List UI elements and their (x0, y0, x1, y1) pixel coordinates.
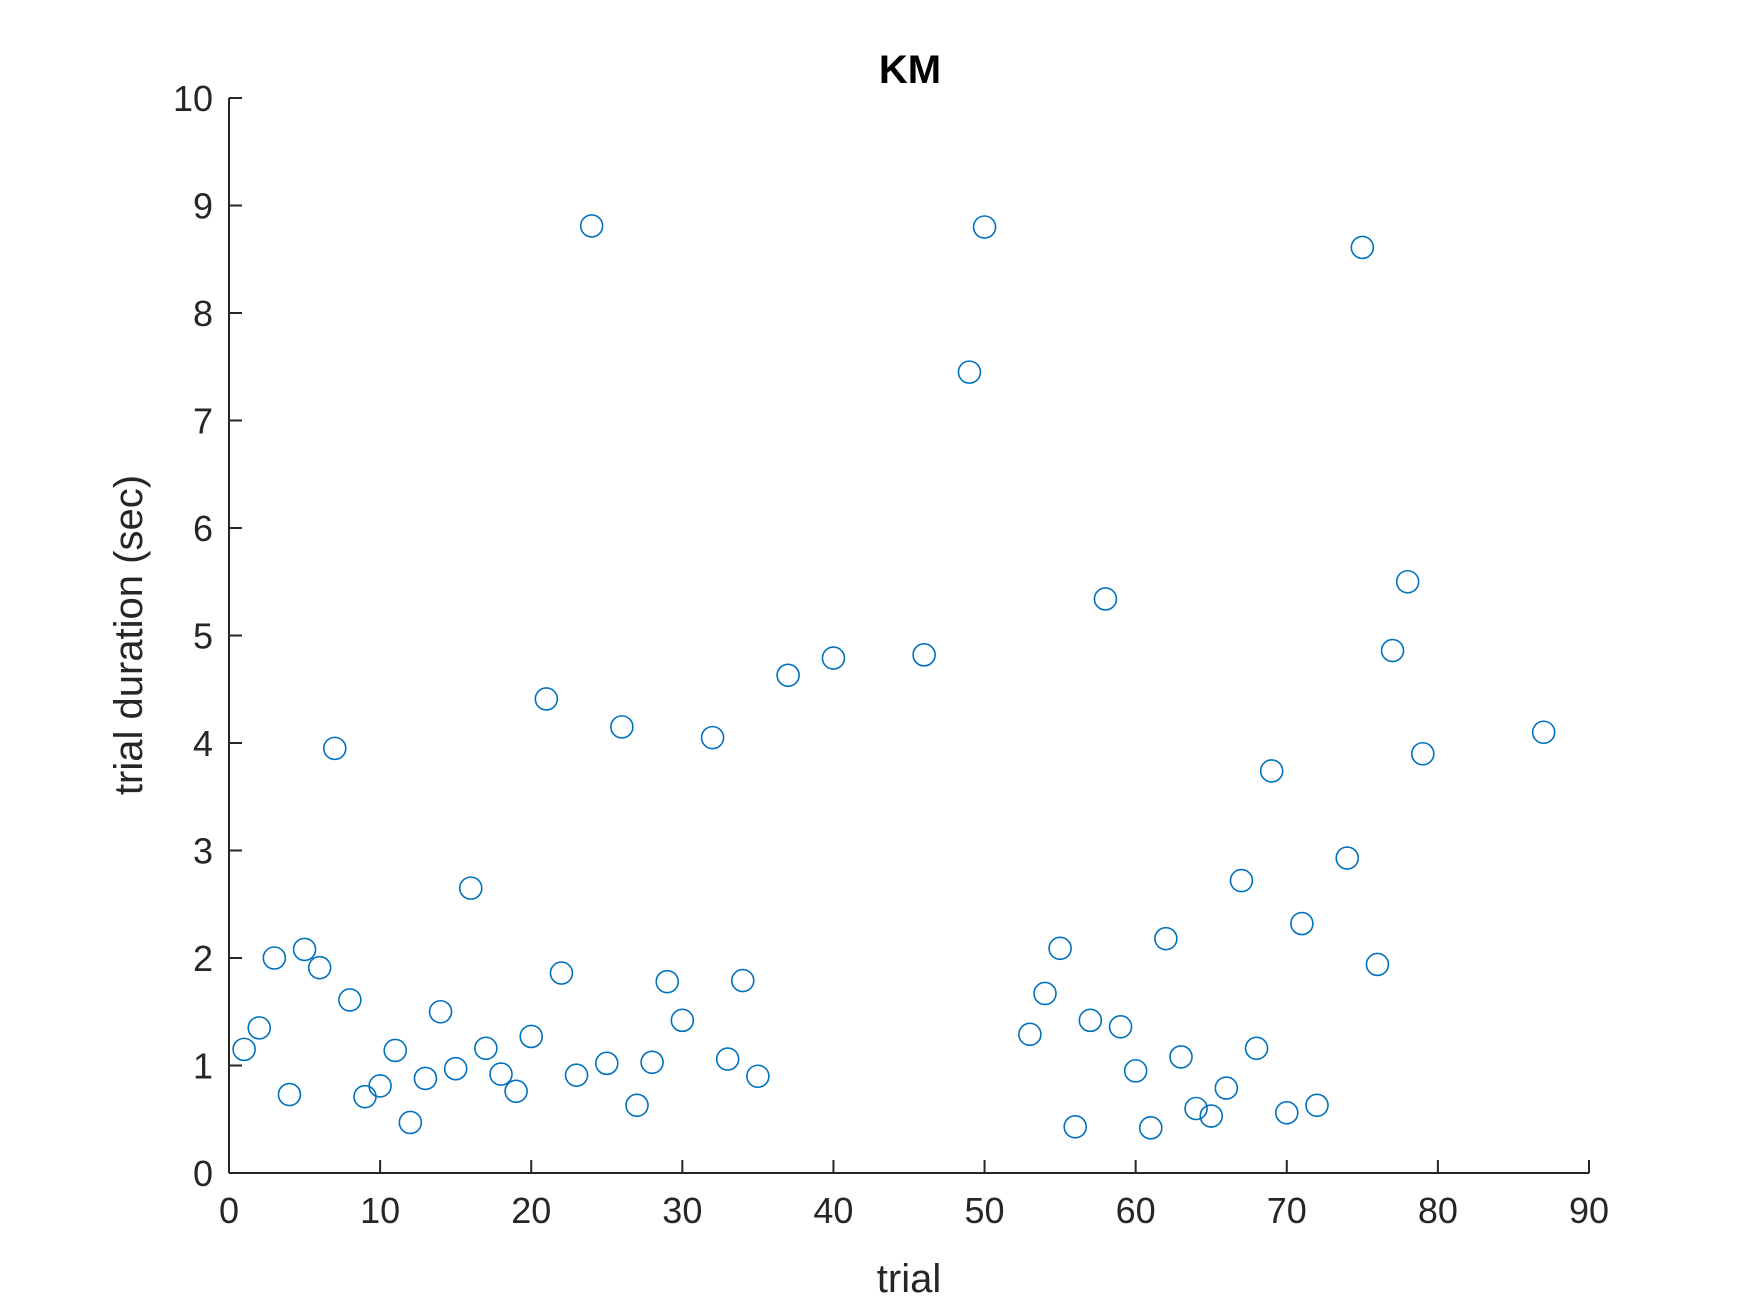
data-point (1154, 926, 1178, 951)
data-point (1199, 1104, 1224, 1128)
data-point (443, 1056, 468, 1081)
data-point (730, 968, 755, 993)
data-point (655, 969, 680, 994)
data-point (534, 687, 559, 711)
data-point (579, 214, 604, 238)
data-point (383, 1038, 408, 1063)
y-tick-label: 4 (193, 723, 213, 764)
x-tick-label: 10 (360, 1190, 400, 1231)
y-tick-label: 9 (193, 186, 213, 227)
data-point (1305, 1093, 1329, 1118)
data-point (338, 988, 362, 1012)
y-tick-label: 0 (193, 1153, 213, 1194)
data-point (232, 1037, 256, 1062)
data-point (1108, 1015, 1133, 1039)
x-tick-label: 40 (813, 1190, 853, 1231)
data-point (1259, 759, 1284, 783)
data-point (519, 1024, 544, 1049)
data-point (1290, 911, 1314, 936)
y-tick-label: 1 (193, 1046, 213, 1087)
data-point (1365, 952, 1390, 977)
x-tick-label: 90 (1569, 1190, 1609, 1231)
data-point (1093, 587, 1118, 611)
data-point (458, 876, 483, 900)
axes (228, 98, 1589, 1174)
data-point (504, 1079, 528, 1104)
data-point (1048, 936, 1072, 961)
data-point (1214, 1076, 1239, 1100)
data-point (1184, 1096, 1208, 1121)
y-tick-label: 8 (193, 293, 213, 334)
y-ticks: 0 1 2 3 4 5 6 7 8 9 10 (173, 78, 242, 1194)
data-point (262, 946, 287, 970)
data-point (1018, 1022, 1042, 1047)
x-ticks: 0 10 20 30 40 50 60 70 80 90 (219, 1160, 1609, 1231)
data-point (715, 1047, 740, 1071)
data-point (746, 1064, 770, 1089)
data-point (1380, 638, 1405, 663)
data-point (489, 1062, 513, 1086)
data-point (625, 1093, 649, 1118)
data-point (564, 1063, 589, 1087)
data-point (1410, 741, 1435, 766)
data-point (1395, 569, 1420, 594)
data-point (821, 646, 846, 670)
data-point (474, 1036, 498, 1061)
data-point (353, 1084, 377, 1109)
data-point (1531, 720, 1556, 745)
data-point (610, 715, 634, 739)
data-point (1123, 1059, 1148, 1083)
data-point (1274, 1101, 1299, 1125)
data-point (1063, 1114, 1088, 1139)
data-point (307, 955, 332, 980)
data-point (292, 937, 317, 962)
data-point (1078, 1008, 1103, 1033)
data-point (1229, 868, 1254, 893)
data-points (232, 214, 1556, 1140)
data-point (549, 961, 574, 985)
y-tick-label: 3 (193, 831, 213, 872)
data-point (1244, 1036, 1269, 1061)
y-tick-label: 10 (173, 78, 213, 119)
y-axis-label: trial duration (sec) (107, 475, 151, 795)
data-point (1350, 235, 1375, 260)
data-point (1169, 1045, 1193, 1069)
data-point (398, 1110, 423, 1135)
x-tick-label: 80 (1418, 1190, 1458, 1231)
data-point (776, 663, 800, 688)
data-point (670, 1008, 695, 1033)
data-point (912, 643, 936, 667)
data-point (322, 736, 347, 761)
data-point (247, 1016, 272, 1040)
data-point (1138, 1116, 1163, 1140)
data-point (413, 1066, 438, 1091)
data-point (1335, 846, 1360, 870)
data-point (700, 725, 725, 750)
data-point (957, 360, 982, 384)
x-tick-label: 70 (1267, 1190, 1307, 1231)
data-point (368, 1074, 392, 1098)
x-tick-label: 50 (965, 1190, 1005, 1231)
y-tick-label: 2 (193, 938, 213, 979)
data-point (1033, 981, 1057, 1006)
x-axis-label: trial (877, 1257, 941, 1301)
data-point (428, 999, 453, 1024)
data-point (640, 1050, 664, 1075)
y-tick-label: 7 (193, 401, 213, 442)
x-tick-label: 30 (662, 1190, 702, 1231)
data-point (594, 1051, 619, 1076)
data-point (972, 215, 997, 239)
y-tick-label: 6 (193, 508, 213, 549)
data-point (277, 1082, 302, 1107)
x-tick-label: 0 (219, 1190, 239, 1231)
x-tick-label: 60 (1116, 1190, 1156, 1231)
y-tick-label: 5 (193, 616, 213, 657)
x-tick-label: 20 (511, 1190, 551, 1231)
chart-title: KM (879, 48, 941, 92)
